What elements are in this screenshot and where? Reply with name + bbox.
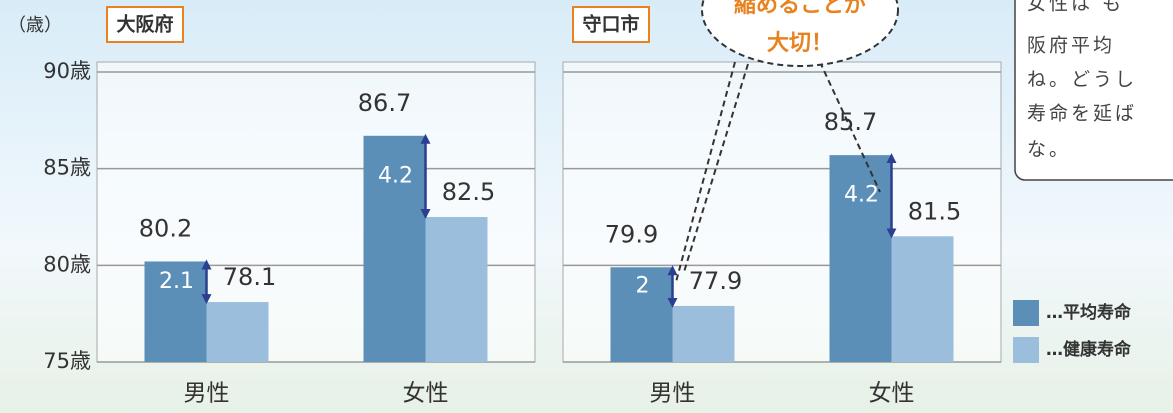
value-label: 77.9 bbox=[689, 267, 742, 295]
bar bbox=[673, 306, 735, 362]
bubble-text: 縮めることが bbox=[734, 0, 866, 18]
value-label: 81.5 bbox=[908, 197, 961, 225]
legend-label: …健康寿命 bbox=[1046, 339, 1132, 360]
chart: 75歳 80歳 85歳 90歳 （歳） 大阪府男性 80.2 78.1 2.1 女性 86.7 82.… bbox=[0, 0, 1173, 413]
note-text: な。 bbox=[1027, 139, 1071, 161]
bar bbox=[892, 236, 954, 362]
chart-title: 大阪府 bbox=[116, 13, 173, 36]
y-tick-label: 75歳 bbox=[43, 349, 91, 373]
difference-label: 2 bbox=[636, 274, 650, 299]
x-tick-label: 男性 bbox=[650, 381, 696, 407]
difference-label: 4.2 bbox=[844, 183, 879, 208]
difference-label: 2.1 bbox=[159, 269, 194, 294]
legend-label: …平均寿命 bbox=[1046, 302, 1132, 323]
difference-label: 4.2 bbox=[378, 163, 413, 188]
value-label: 79.9 bbox=[605, 220, 658, 248]
x-tick-label: 女性 bbox=[403, 381, 449, 407]
note-box: 女性は も 阪府平均 ね。どうし 寿命を延ば な。 bbox=[1015, 0, 1173, 180]
note-text: 阪府平均 bbox=[1027, 35, 1115, 57]
note-text: 寿命を延ば bbox=[1027, 103, 1137, 125]
chart-title: 守口市 bbox=[582, 13, 639, 36]
note-text: ね。どうし bbox=[1027, 69, 1137, 91]
legend-swatch bbox=[1013, 300, 1039, 326]
value-label: 78.1 bbox=[223, 263, 276, 291]
y-tick-label: 90歳 bbox=[43, 59, 91, 83]
bubble-text: 大切！ bbox=[767, 31, 833, 56]
y-tick-label: 80歳 bbox=[43, 252, 91, 276]
value-label: 82.5 bbox=[442, 178, 495, 206]
x-tick-label: 男性 bbox=[184, 381, 230, 407]
value-label: 86.7 bbox=[358, 89, 411, 117]
bar bbox=[207, 302, 269, 362]
value-label: 85.7 bbox=[824, 108, 877, 136]
note-text: 女性は も bbox=[1027, 0, 1124, 15]
y-axis-label: （歳） bbox=[8, 15, 62, 36]
bar bbox=[426, 217, 488, 362]
y-tick-label: 85歳 bbox=[43, 156, 91, 180]
value-label: 80.2 bbox=[139, 214, 192, 242]
legend-swatch bbox=[1013, 337, 1039, 363]
x-tick-label: 女性 bbox=[869, 381, 915, 407]
